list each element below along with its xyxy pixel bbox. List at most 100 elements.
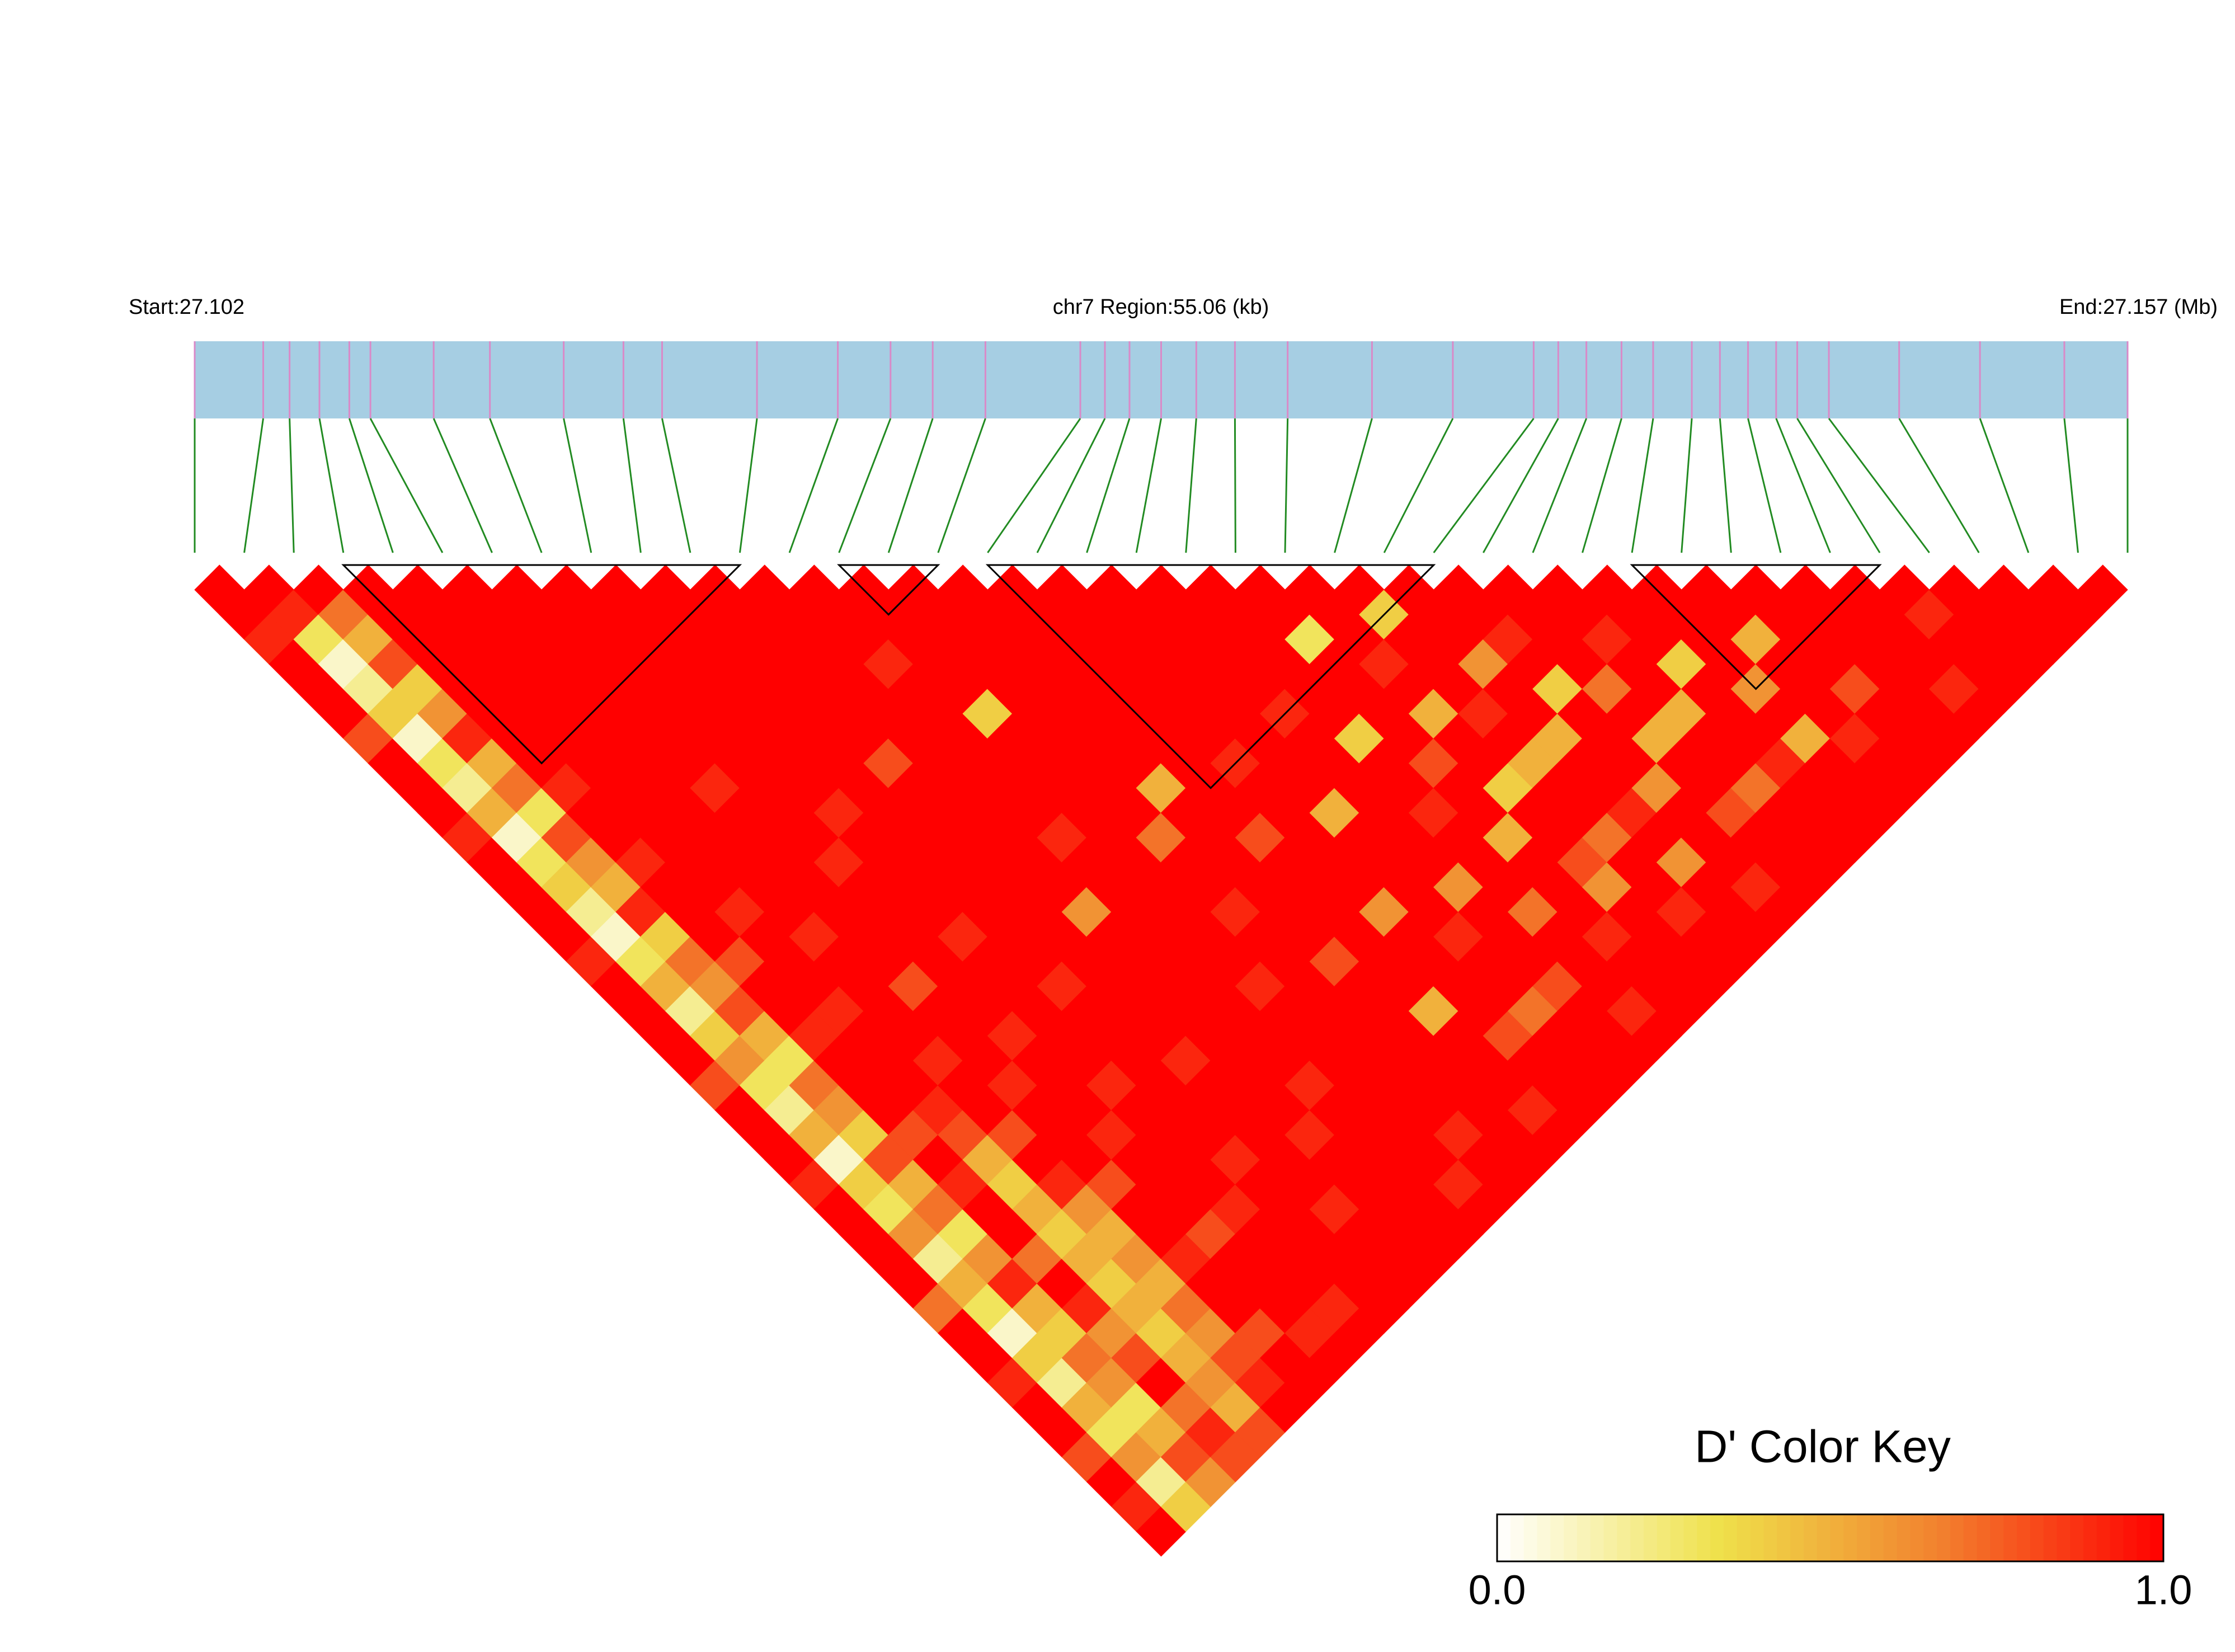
snp-link [1775, 418, 1831, 553]
key-swatch [1510, 1514, 1524, 1561]
key-swatch [2110, 1514, 2124, 1561]
key-swatch [2150, 1514, 2164, 1561]
snp-link [1532, 418, 1587, 553]
key-swatch [1910, 1514, 1924, 1561]
snp-link [1747, 418, 1782, 553]
snp-link [489, 418, 543, 553]
snp-link [243, 418, 264, 553]
key-title: D' Color Key [1695, 1422, 1951, 1472]
key-swatch [1537, 1514, 1551, 1561]
key-swatch [2123, 1514, 2137, 1561]
snp-link [1828, 418, 1930, 553]
ld-block [1630, 564, 1882, 690]
key-swatch [1790, 1514, 1804, 1561]
key-swatch [1750, 1514, 1764, 1561]
key-swatch [2083, 1514, 2097, 1561]
key-swatch [1670, 1514, 1684, 1561]
key-swatch [2096, 1514, 2111, 1561]
snp-link [1086, 418, 1131, 553]
key-swatch [1763, 1514, 1777, 1561]
start-label: Start:27.102 [129, 295, 244, 319]
snp-link [1185, 418, 1197, 553]
key-swatch [1710, 1514, 1724, 1561]
key-swatch [1950, 1514, 1964, 1561]
snp-link [1582, 418, 1622, 553]
key-tick-label: 1.0 [2135, 1567, 2192, 1613]
region-label: chr7 Region:55.06 (kb) [1053, 295, 1269, 319]
key-swatch [1990, 1514, 2004, 1561]
key-swatch [1630, 1514, 1644, 1561]
snp-link [1979, 418, 2030, 553]
key-swatch [1723, 1514, 1738, 1561]
snp-link [838, 418, 892, 553]
key-swatch [2030, 1514, 2044, 1561]
snp-link [887, 418, 934, 553]
key-swatch [1564, 1514, 1578, 1561]
key-swatch [1937, 1514, 1951, 1561]
key-swatch [1843, 1514, 1857, 1561]
key-swatch [1644, 1514, 1658, 1561]
key-swatch [1657, 1514, 1671, 1561]
ld-block [985, 564, 1436, 789]
snp-link [622, 418, 642, 553]
snp-link [661, 418, 691, 553]
snp-link [1284, 418, 1289, 553]
key-swatch [1590, 1514, 1605, 1561]
key-swatch [1683, 1514, 1697, 1561]
key-swatch [1697, 1514, 1711, 1561]
key-swatch [1550, 1514, 1564, 1561]
snp-link [1433, 418, 1535, 553]
ld-block [837, 564, 940, 616]
key-swatch [2070, 1514, 2084, 1561]
key-swatch [1577, 1514, 1591, 1561]
key-swatch [1817, 1514, 1831, 1561]
key-swatch [2057, 1514, 2071, 1561]
snp-link [1796, 418, 1881, 553]
key-swatch [1963, 1514, 1978, 1561]
snp-link [369, 418, 444, 553]
key-swatch [2043, 1514, 2057, 1561]
key-frame [1496, 1513, 2165, 1562]
snp-link [1631, 418, 1654, 553]
key-swatch [1777, 1514, 1791, 1561]
key-swatch [1897, 1514, 1911, 1561]
key-swatch [1870, 1514, 1884, 1561]
snp-link [1334, 418, 1373, 553]
snp-link [289, 418, 295, 553]
key-swatch [1497, 1514, 1511, 1561]
snp-link [1135, 418, 1162, 553]
key-swatch [1803, 1514, 1818, 1561]
key-swatch [1977, 1514, 1991, 1561]
snp-link [432, 418, 493, 553]
snp-link [563, 418, 592, 553]
snp-link [318, 418, 345, 553]
ld-cell [2077, 564, 2128, 615]
snp-link [348, 418, 394, 553]
end-label: End:27.157 (Mb) [2059, 295, 2218, 319]
key-swatch [1830, 1514, 1844, 1561]
key-tick-label: 0.0 [1469, 1567, 1526, 1613]
key-swatch [1603, 1514, 1617, 1561]
snp-link [937, 418, 986, 553]
key-swatch [1923, 1514, 1937, 1561]
key-swatch [1523, 1514, 1537, 1561]
snp-link [987, 418, 1081, 553]
snp-link [1719, 418, 1732, 553]
snp-link [1681, 418, 1693, 553]
snp-link [738, 418, 758, 553]
key-swatch [2137, 1514, 2151, 1561]
key-swatch [2003, 1514, 2017, 1561]
snp-link [2063, 418, 2079, 553]
snp-link [1898, 418, 1980, 553]
key-swatch [1617, 1514, 1631, 1561]
key-swatch [1883, 1514, 1898, 1561]
key-swatch [1857, 1514, 1871, 1561]
snp-link [788, 418, 839, 553]
ld-block [341, 564, 742, 765]
key-swatch [1737, 1514, 1751, 1561]
key-swatch [2016, 1514, 2031, 1561]
snp-link [1036, 418, 1106, 553]
snp-link [1383, 418, 1454, 553]
